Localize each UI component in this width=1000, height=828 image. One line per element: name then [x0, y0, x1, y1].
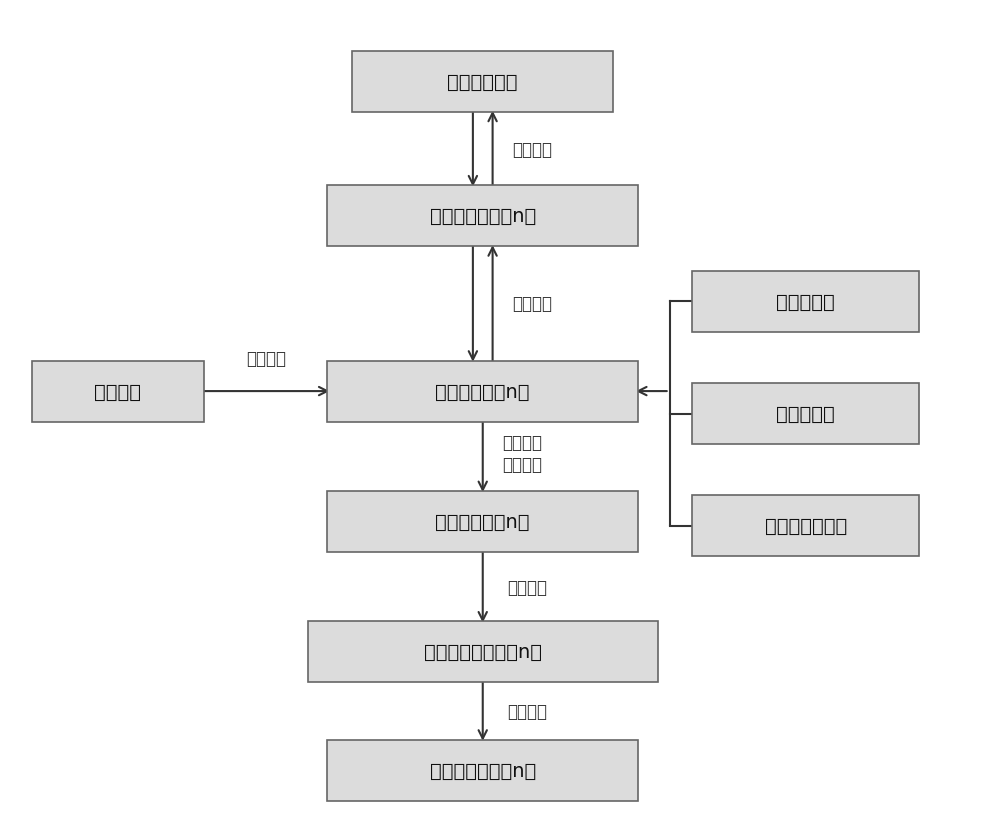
FancyBboxPatch shape — [352, 51, 613, 113]
Text: 车站控制中心（n）: 车站控制中心（n） — [430, 207, 536, 226]
Text: 远程通讯: 远程通讯 — [512, 141, 552, 158]
Text: 远程控制中心: 远程控制中心 — [447, 73, 518, 92]
FancyBboxPatch shape — [692, 384, 919, 445]
Text: 电力电缆: 电力电缆 — [502, 433, 542, 451]
Text: 电力电缆: 电力电缆 — [507, 702, 547, 720]
FancyBboxPatch shape — [327, 361, 638, 422]
FancyBboxPatch shape — [327, 186, 638, 247]
FancyBboxPatch shape — [308, 622, 658, 682]
FancyBboxPatch shape — [692, 272, 919, 333]
Text: 雨雪传感器: 雨雪传感器 — [776, 292, 835, 311]
FancyBboxPatch shape — [692, 495, 919, 556]
Text: 电气控制柜（n）: 电气控制柜（n） — [435, 383, 530, 401]
FancyBboxPatch shape — [32, 361, 204, 422]
Text: 电磁加热线圈（n）: 电磁加热线圈（n） — [430, 761, 536, 780]
Text: 电磁加热控制板（n）: 电磁加热控制板（n） — [424, 643, 542, 662]
Text: 隔离变压器（n）: 隔离变压器（n） — [435, 513, 530, 532]
Text: 远程通讯: 远程通讯 — [512, 295, 552, 313]
FancyBboxPatch shape — [327, 739, 638, 801]
Text: 通讯连接: 通讯连接 — [502, 456, 542, 474]
FancyBboxPatch shape — [327, 491, 638, 552]
Text: 电力电缆: 电力电缆 — [246, 349, 286, 367]
Text: 电力电源: 电力电源 — [94, 383, 141, 401]
Text: 轨道温度传感器: 轨道温度传感器 — [765, 517, 847, 536]
Text: 气温传感器: 气温传感器 — [776, 405, 835, 424]
Text: 电力电缆: 电力电缆 — [507, 578, 547, 596]
